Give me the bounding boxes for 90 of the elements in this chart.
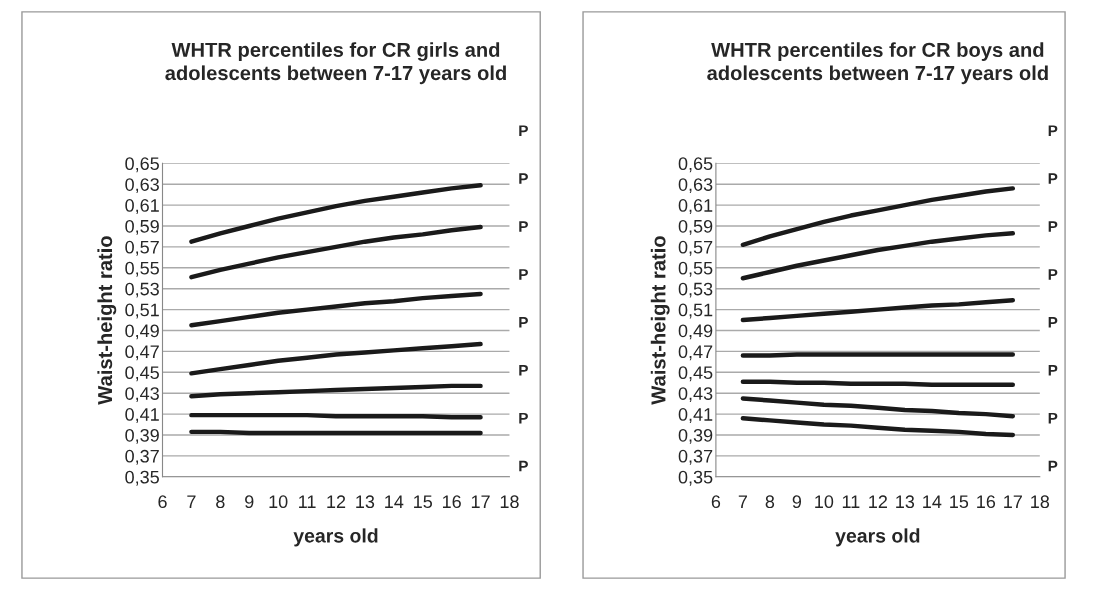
x-tick-label: 13 xyxy=(356,495,375,509)
text: P xyxy=(519,269,528,280)
y-tick-label: 0,59 xyxy=(125,219,159,235)
line-series xyxy=(740,231,1016,281)
y-tick-label: 0,37 xyxy=(125,449,159,465)
x-tick-label: 18 xyxy=(500,495,519,509)
y-tick-label: 0,43 xyxy=(678,387,713,403)
x-axis-title: years old xyxy=(835,528,920,547)
y-tick-label: 0,53 xyxy=(125,282,159,298)
y-tick-label: 0,41 xyxy=(678,408,713,423)
y-axis-title: Waist-height ratio xyxy=(97,236,117,405)
y-tick-label: 0,37 xyxy=(678,449,713,465)
text: P xyxy=(1048,125,1058,136)
y-tick-label: 0,47 xyxy=(678,345,713,361)
text: P xyxy=(519,317,528,328)
x-tick-label: 15 xyxy=(414,495,433,509)
x-tick-label: 14 xyxy=(923,495,942,508)
text: P xyxy=(519,125,528,136)
line-series xyxy=(189,383,483,399)
line-series xyxy=(189,341,483,376)
x-tick-label: 16 xyxy=(977,495,996,509)
text: P xyxy=(519,412,528,424)
y-tick-label: 0,41 xyxy=(125,408,159,423)
line-series xyxy=(189,224,483,280)
x-tick-label: 14 xyxy=(385,495,404,508)
y-tick-label: 0,45 xyxy=(678,366,713,382)
x-tick-label: 9 xyxy=(792,495,802,509)
y-tick-label: 0,65 xyxy=(678,157,713,173)
line-series xyxy=(740,297,1016,323)
text: P xyxy=(519,460,528,472)
y-tick-label: 0,39 xyxy=(678,428,713,444)
x-tick-label: 11 xyxy=(842,495,860,508)
y-tick-label: 0,49 xyxy=(678,324,713,340)
x-tick-label: 18 xyxy=(1031,495,1050,509)
x-tick-label: 17 xyxy=(1004,495,1022,508)
x-tick-label: 10 xyxy=(815,495,834,509)
y-tick-label: 0,43 xyxy=(125,387,159,403)
x-axis-title: years old xyxy=(293,528,378,547)
text: P xyxy=(519,365,528,376)
text: P xyxy=(1048,412,1058,424)
x-tick-label: 6 xyxy=(158,495,167,509)
y-tick-label: 0,51 xyxy=(678,303,713,319)
y-tick-label: 0,39 xyxy=(125,428,159,444)
text: P xyxy=(519,173,528,184)
x-tick-label: 6 xyxy=(711,495,721,509)
y-tick-label: 0,51 xyxy=(125,303,159,319)
x-tick-label: 12 xyxy=(327,495,346,508)
y-tick-label: 0,55 xyxy=(678,261,713,277)
y-axis-title: Waist-height ratio xyxy=(650,236,670,405)
y-tick-label: 0,63 xyxy=(678,178,713,194)
chart-title: WHTR percentiles for CR girls and adolescents between 7-17 years old xyxy=(165,42,506,85)
line-series xyxy=(189,183,483,244)
y-tick-label: 0,45 xyxy=(125,366,159,382)
x-tick-label: 11 xyxy=(299,495,316,508)
text: P xyxy=(1048,460,1058,472)
y-tick-label: 0,61 xyxy=(678,199,713,214)
x-tick-label: 8 xyxy=(765,495,775,509)
text: P xyxy=(1048,173,1058,184)
line-series xyxy=(740,396,1016,419)
x-tick-label: 8 xyxy=(216,495,225,509)
text: P xyxy=(1048,221,1058,232)
y-tick-label: 0,49 xyxy=(125,324,159,340)
x-tick-label: 10 xyxy=(269,495,288,509)
text: P xyxy=(1048,365,1058,376)
y-tick-label: 0,35 xyxy=(678,470,713,486)
y-tick-label: 0,47 xyxy=(125,345,159,361)
text: P xyxy=(1048,317,1058,328)
y-tick-label: 0,57 xyxy=(678,240,713,256)
x-tick-label: 9 xyxy=(245,495,254,509)
x-tick-label: 13 xyxy=(896,495,915,509)
line-series xyxy=(189,291,483,328)
y-tick-label: 0,61 xyxy=(125,199,159,214)
y-tick-label: 0,35 xyxy=(125,470,159,486)
y-tick-label: 0,55 xyxy=(125,261,159,277)
chart-title: WHTR percentiles for CR boys and adolescents between 7-17 years old xyxy=(707,42,1048,85)
y-tick-label: 0,65 xyxy=(125,157,159,173)
line-series xyxy=(740,416,1016,438)
y-tick-label: 0,59 xyxy=(678,219,713,235)
x-tick-label: 12 xyxy=(869,495,887,508)
text: P xyxy=(1048,269,1058,280)
x-tick-label: 17 xyxy=(471,495,490,508)
y-tick-label: 0,63 xyxy=(125,178,159,194)
x-tick-label: 16 xyxy=(442,495,461,509)
x-tick-label: 7 xyxy=(187,495,196,508)
y-tick-label: 0,57 xyxy=(125,240,159,256)
line-series xyxy=(740,186,1016,248)
x-tick-label: 15 xyxy=(950,495,969,509)
y-tick-label: 0,53 xyxy=(678,282,713,298)
x-tick-label: 7 xyxy=(738,495,747,508)
text: P xyxy=(519,221,528,232)
